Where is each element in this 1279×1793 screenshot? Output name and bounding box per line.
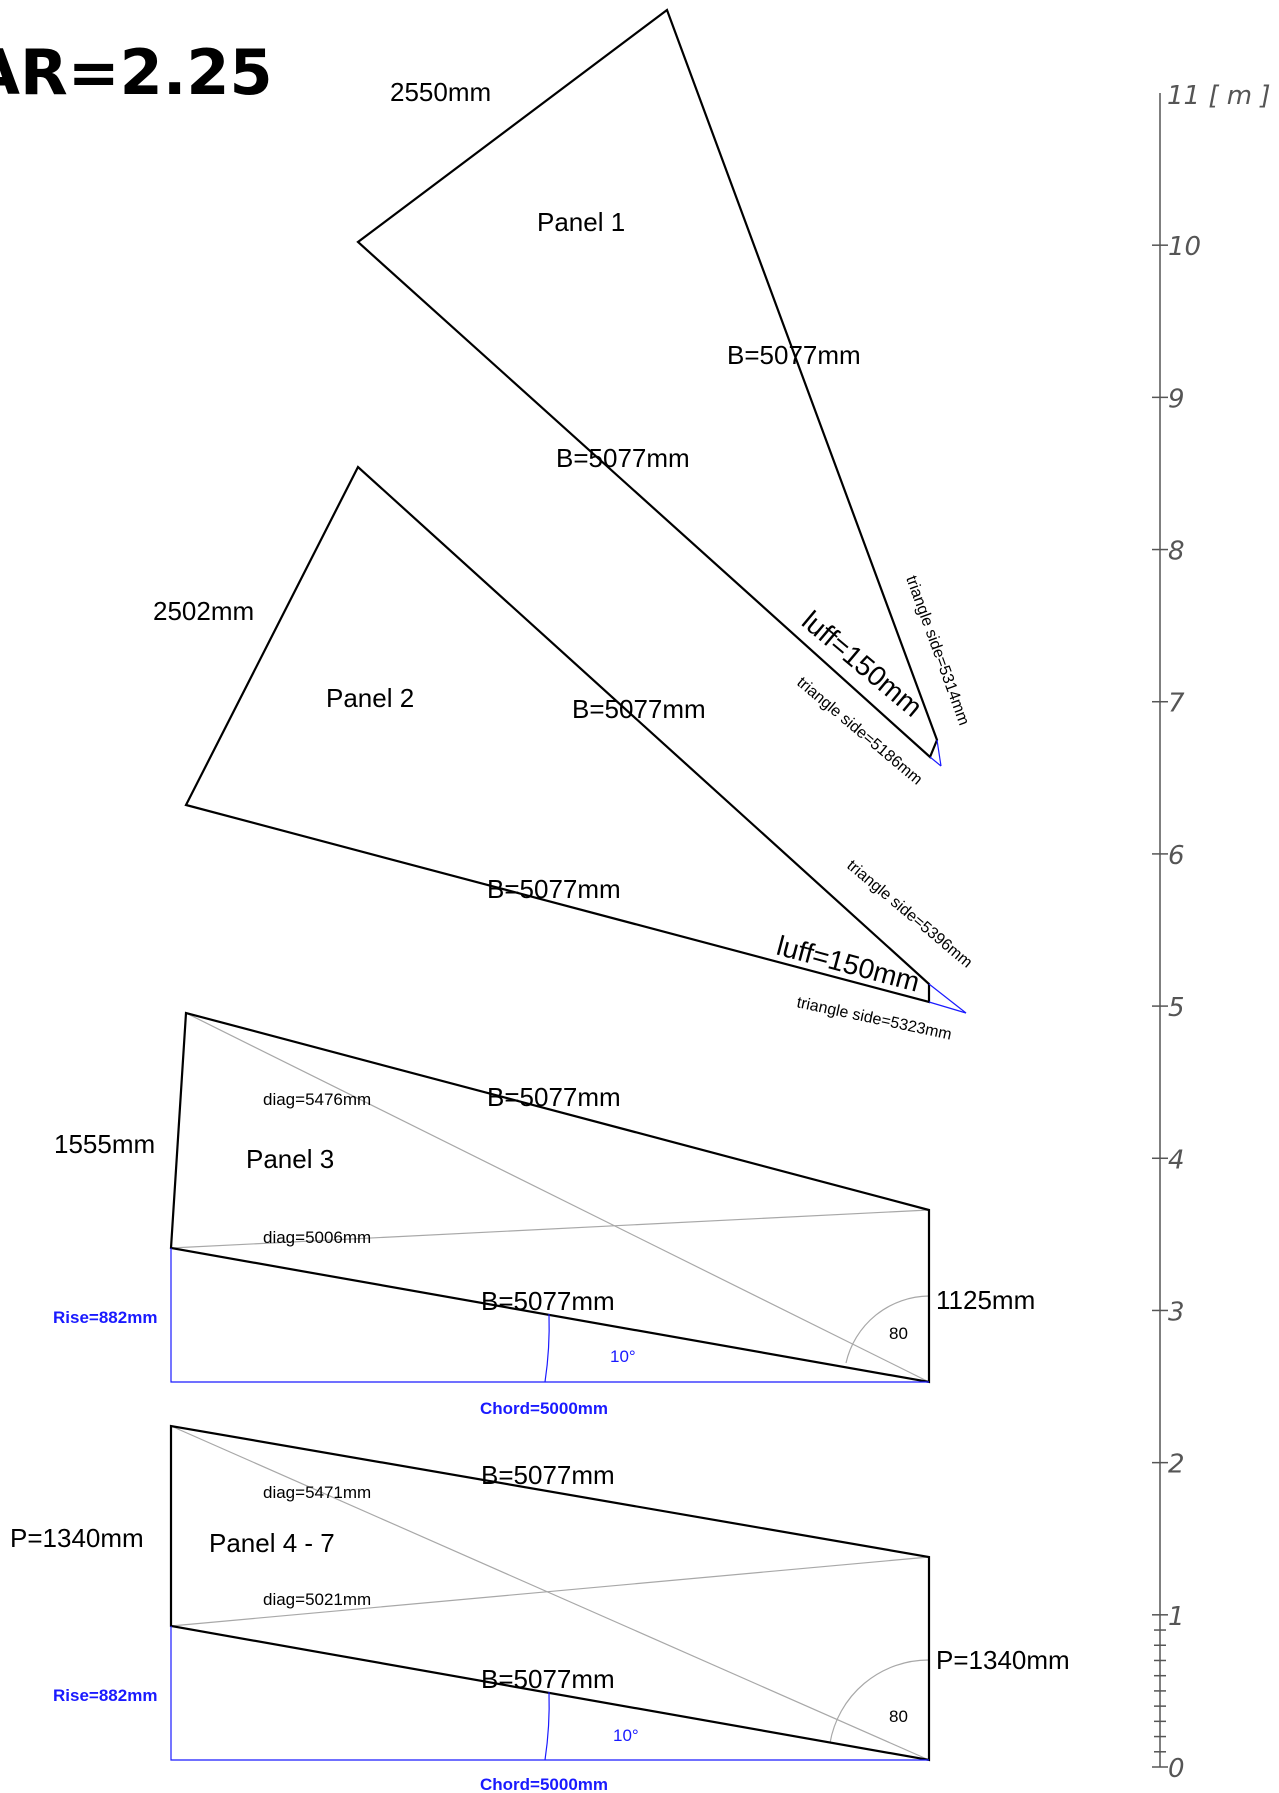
panel-2-left-length: 2502mm — [153, 596, 254, 626]
scale-label: 2 — [1168, 1450, 1185, 1480]
panel-3-angle-10: 10° — [610, 1347, 636, 1366]
panel-4-label: Panel 4 - 7 — [209, 1528, 335, 1558]
panel-1-triangle-guide-2 — [936, 739, 942, 767]
panel-2-b-top: B=5077mm — [572, 694, 706, 724]
panel-3-b-top: B=5077mm — [487, 1082, 621, 1112]
panel-3-outline — [169, 1011, 931, 1384]
panel-2-b-bottom: B=5077mm — [487, 874, 621, 904]
panel-3-chord: Chord=5000mm — [480, 1399, 608, 1418]
panel-2-label: Panel 2 — [326, 683, 414, 713]
panel-4-b-bottom: B=5077mm — [481, 1664, 615, 1694]
panel-2-luff: luff=150mm — [773, 930, 923, 998]
panel-3-right-length: 1125mm — [936, 1285, 1035, 1315]
scale-label: 5 — [1168, 993, 1185, 1023]
panel-1-b-right: B=5077mm — [727, 340, 861, 370]
panel-4-chord: Chord=5000mm — [480, 1775, 608, 1793]
panel-3-b-bottom: B=5077mm — [481, 1286, 615, 1316]
panel-2-triangle-guide-2 — [928, 1001, 967, 1014]
panel-1-label: Panel 1 — [537, 207, 625, 237]
panel-1-b-left: B=5077mm — [556, 443, 690, 473]
panel-4-diag-2-label: diag=5021mm — [263, 1590, 371, 1609]
panel-1-triangle-guide — [929, 756, 942, 767]
panel-4-angle-80: 80 — [889, 1707, 908, 1726]
panel-3-chord-rise-guide — [170, 1248, 929, 1383]
panel-4-diagonal-1 — [170, 1425, 930, 1761]
panel-2: 2502mm Panel 2 B=5077mm B=5077mm luff=15… — [153, 465, 975, 1044]
scale-label: 9 — [1168, 384, 1185, 414]
panel-4-7: P=1340mm Panel 4 - 7 B=5077mm B=5077mm P… — [10, 1424, 1070, 1793]
panel-4-arc-80 — [829, 1659, 930, 1744]
panel-1: 2550mm Panel 1 B=5077mm B=5077mm luff=15… — [356, 8, 972, 789]
panel-4-arc-10 — [544, 1691, 550, 1761]
panel-3-diag-1-label: diag=5476mm — [263, 1090, 371, 1109]
scale-label: 8 — [1168, 537, 1185, 567]
scale-label: 1 — [1168, 1602, 1185, 1632]
panel-3-angle-80: 80 — [889, 1324, 908, 1343]
panel-1-top-length: 2550mm — [390, 77, 491, 107]
drawing-title: AR=2.25 — [0, 36, 273, 109]
panel-4-angle-10: 10° — [613, 1726, 639, 1745]
panel-3-arc-80 — [845, 1295, 930, 1364]
scale-label: 10 — [1168, 232, 1201, 262]
panel-2-outline — [184, 465, 931, 1004]
scale-label: 7 — [1168, 689, 1185, 719]
panel-3-diagonal-1 — [185, 1012, 930, 1383]
panel-4-chord-rise-guide — [170, 1626, 929, 1761]
scale-label: 4 — [1168, 1145, 1185, 1175]
panel-3: 1555mm Panel 3 B=5077mm B=5077mm 1125mm … — [53, 1011, 1035, 1418]
panel-3-diagonal-2 — [170, 1209, 930, 1249]
panel-4-diag-1-label: diag=5471mm — [263, 1483, 371, 1502]
panel-3-diag-2-label: diag=5006mm — [263, 1228, 371, 1247]
scale-label: 3 — [1168, 1297, 1185, 1327]
panel-4-left-length: P=1340mm — [10, 1523, 144, 1553]
panel-4-rise: Rise=882mm — [53, 1686, 157, 1705]
panel-4-b-top: B=5077mm — [481, 1460, 615, 1490]
panel-4-diagonal-2 — [170, 1556, 930, 1627]
panel-4-right-length: P=1340mm — [936, 1645, 1070, 1675]
panel-3-left-length: 1555mm — [54, 1129, 155, 1159]
scale-label: 0 — [1168, 1754, 1185, 1784]
panel-3-rise: Rise=882mm — [53, 1308, 157, 1327]
panel-3-arc-10 — [544, 1313, 550, 1383]
panel-3-label: Panel 3 — [246, 1144, 334, 1174]
scale-unit-label: 11 [ m ] — [1167, 81, 1271, 111]
panel-2-triangle-guide — [928, 983, 967, 1014]
scale-label: 6 — [1168, 841, 1185, 871]
